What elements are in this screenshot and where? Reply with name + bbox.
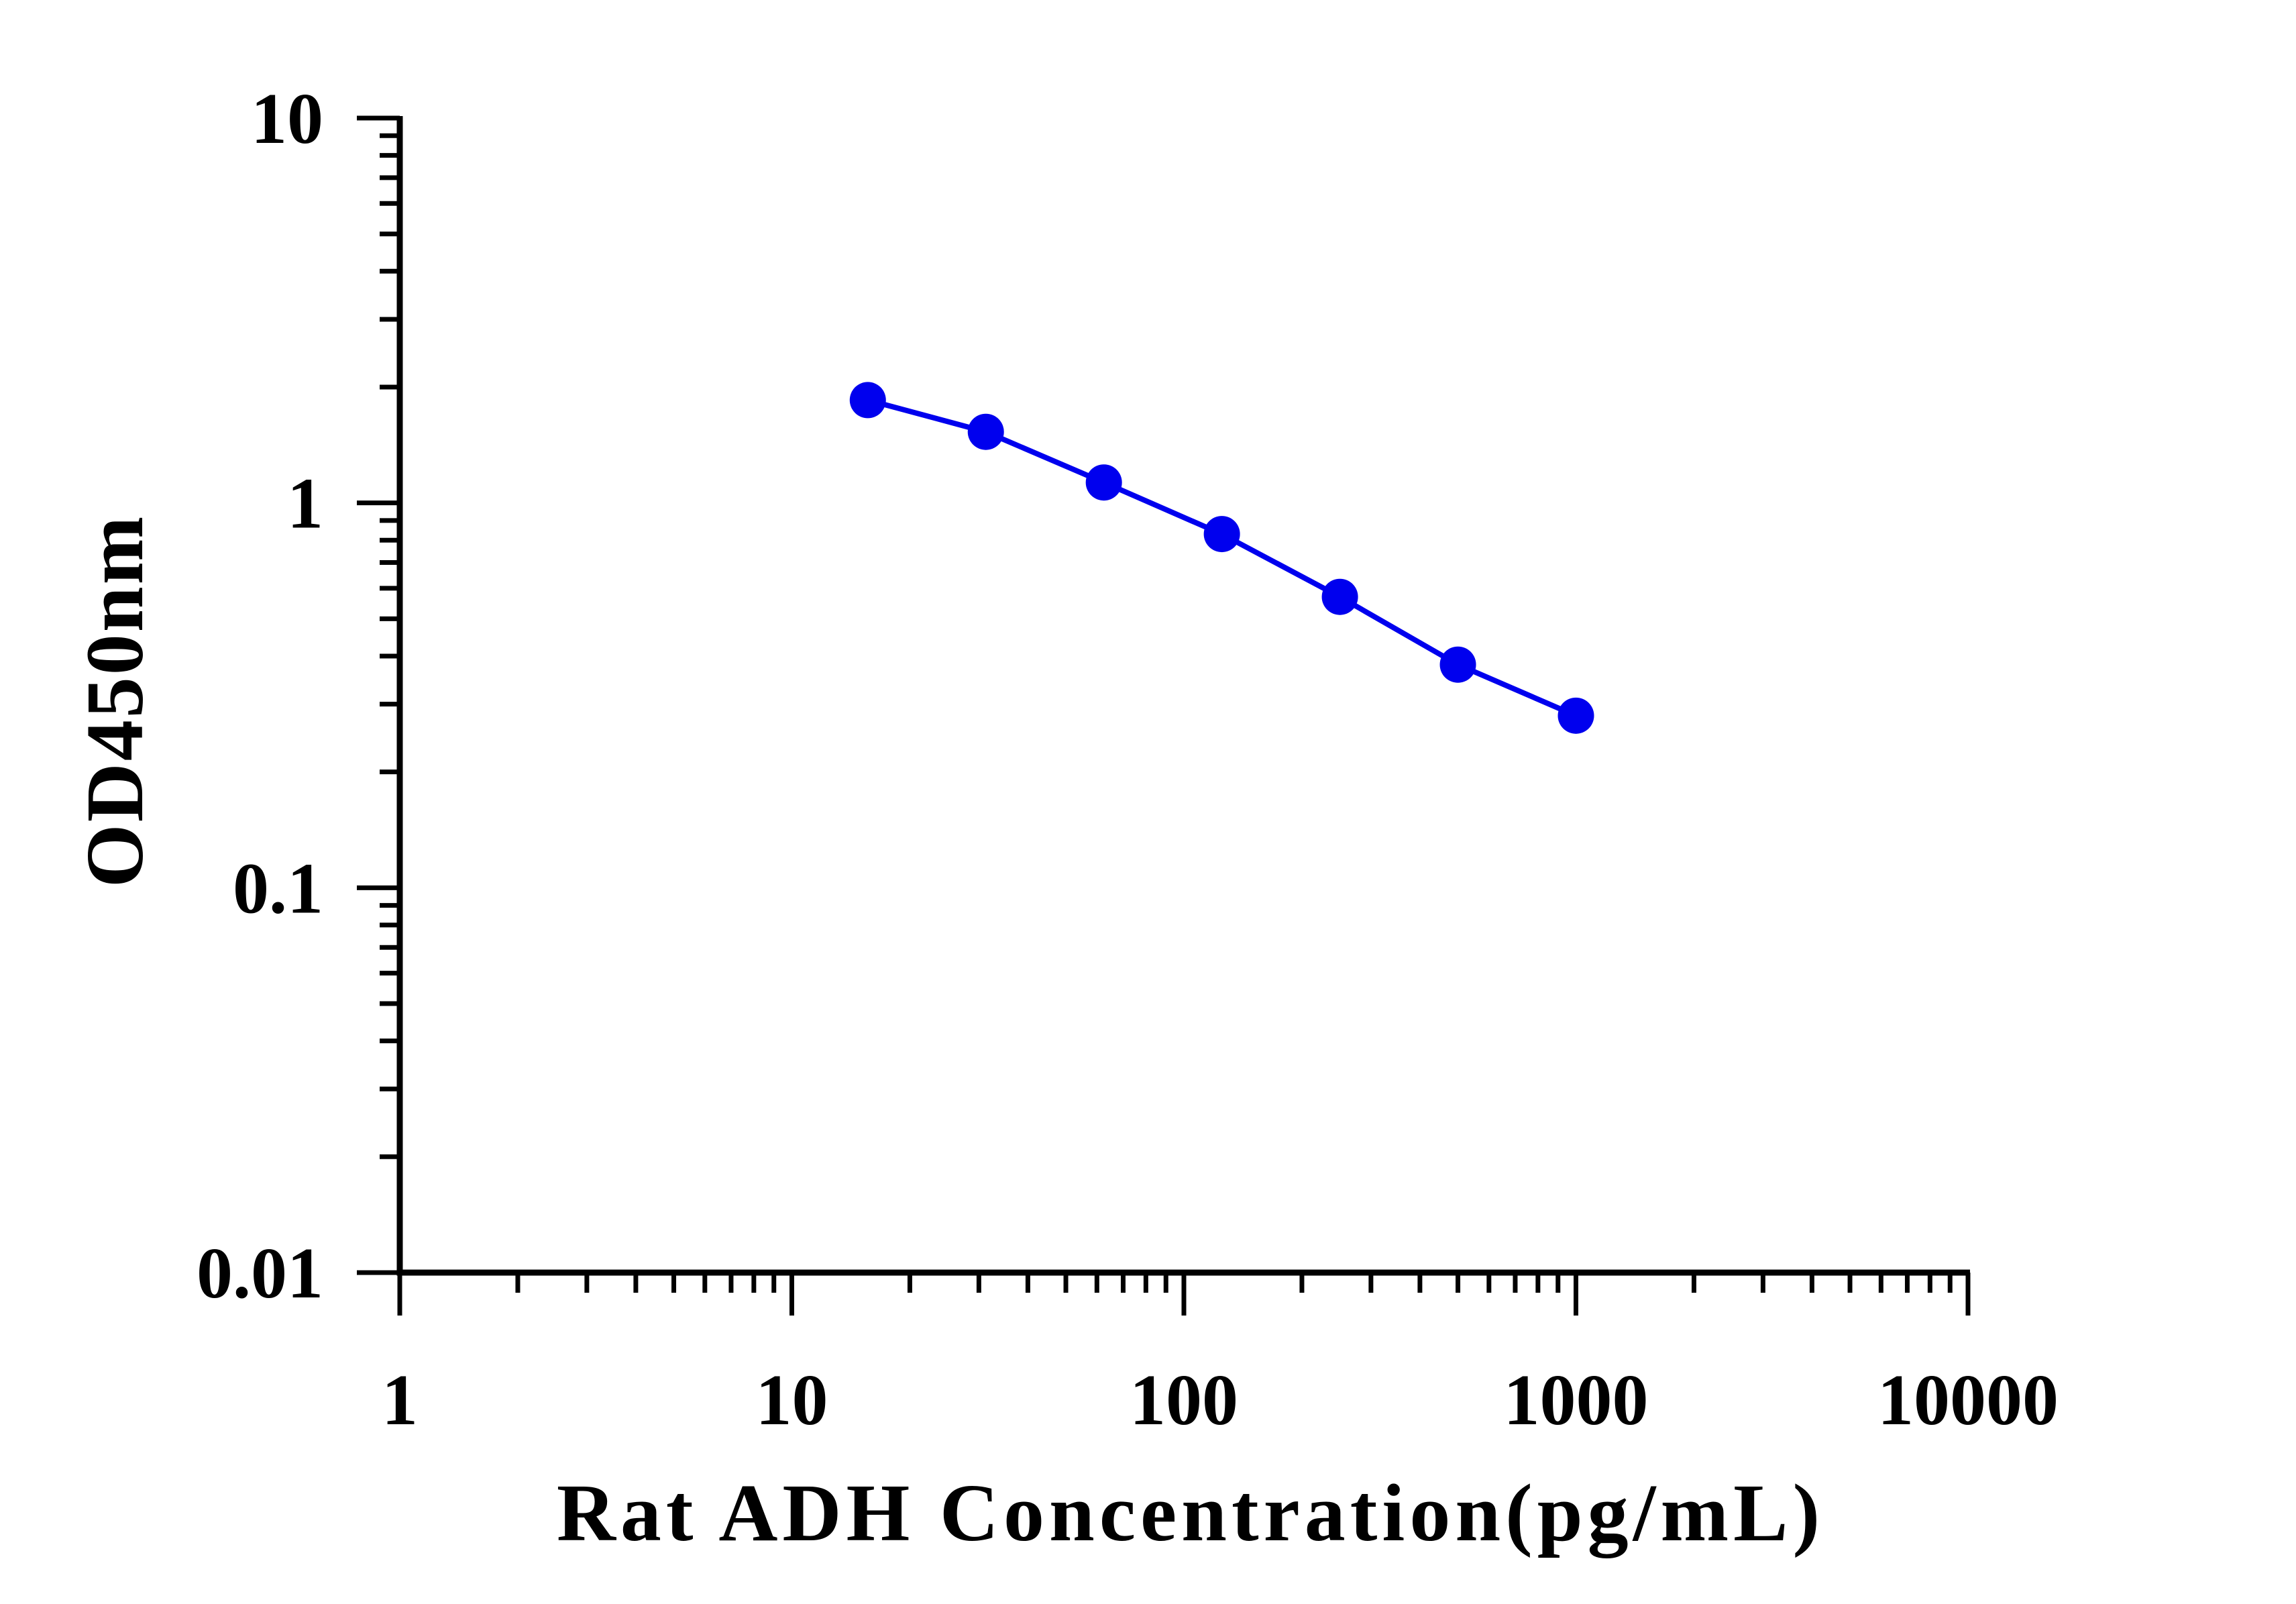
x-axis-title: Rat ADH Concentration(pg/mL) xyxy=(557,1468,1824,1558)
y-tick-label: 0.01 xyxy=(197,1234,323,1314)
data-point xyxy=(1321,578,1358,615)
data-point xyxy=(1085,464,1122,501)
data-point xyxy=(1557,697,1594,734)
data-point xyxy=(1203,516,1240,553)
y-tick-label: 0.1 xyxy=(233,849,323,928)
ticks xyxy=(357,115,1971,1316)
y-tick-label: 10 xyxy=(251,79,323,159)
x-tick-label: 1000 xyxy=(1504,1360,1649,1440)
data-point xyxy=(1439,646,1476,683)
data-point xyxy=(849,382,886,419)
y-axis-title: OD450nm xyxy=(70,515,160,888)
series xyxy=(849,382,1594,734)
axes xyxy=(396,116,1970,1276)
tick-labels: 1 10 100 1000 10000 0.01 0.1 1 10 xyxy=(197,79,2059,1440)
y-tick-label: 1 xyxy=(287,464,323,544)
x-tick-label: 10000 xyxy=(1877,1360,2059,1440)
x-tick-label: 1 xyxy=(382,1360,418,1440)
data-point xyxy=(967,413,1004,450)
x-tick-label: 10 xyxy=(756,1360,828,1440)
x-tick-label: 100 xyxy=(1130,1360,1238,1440)
